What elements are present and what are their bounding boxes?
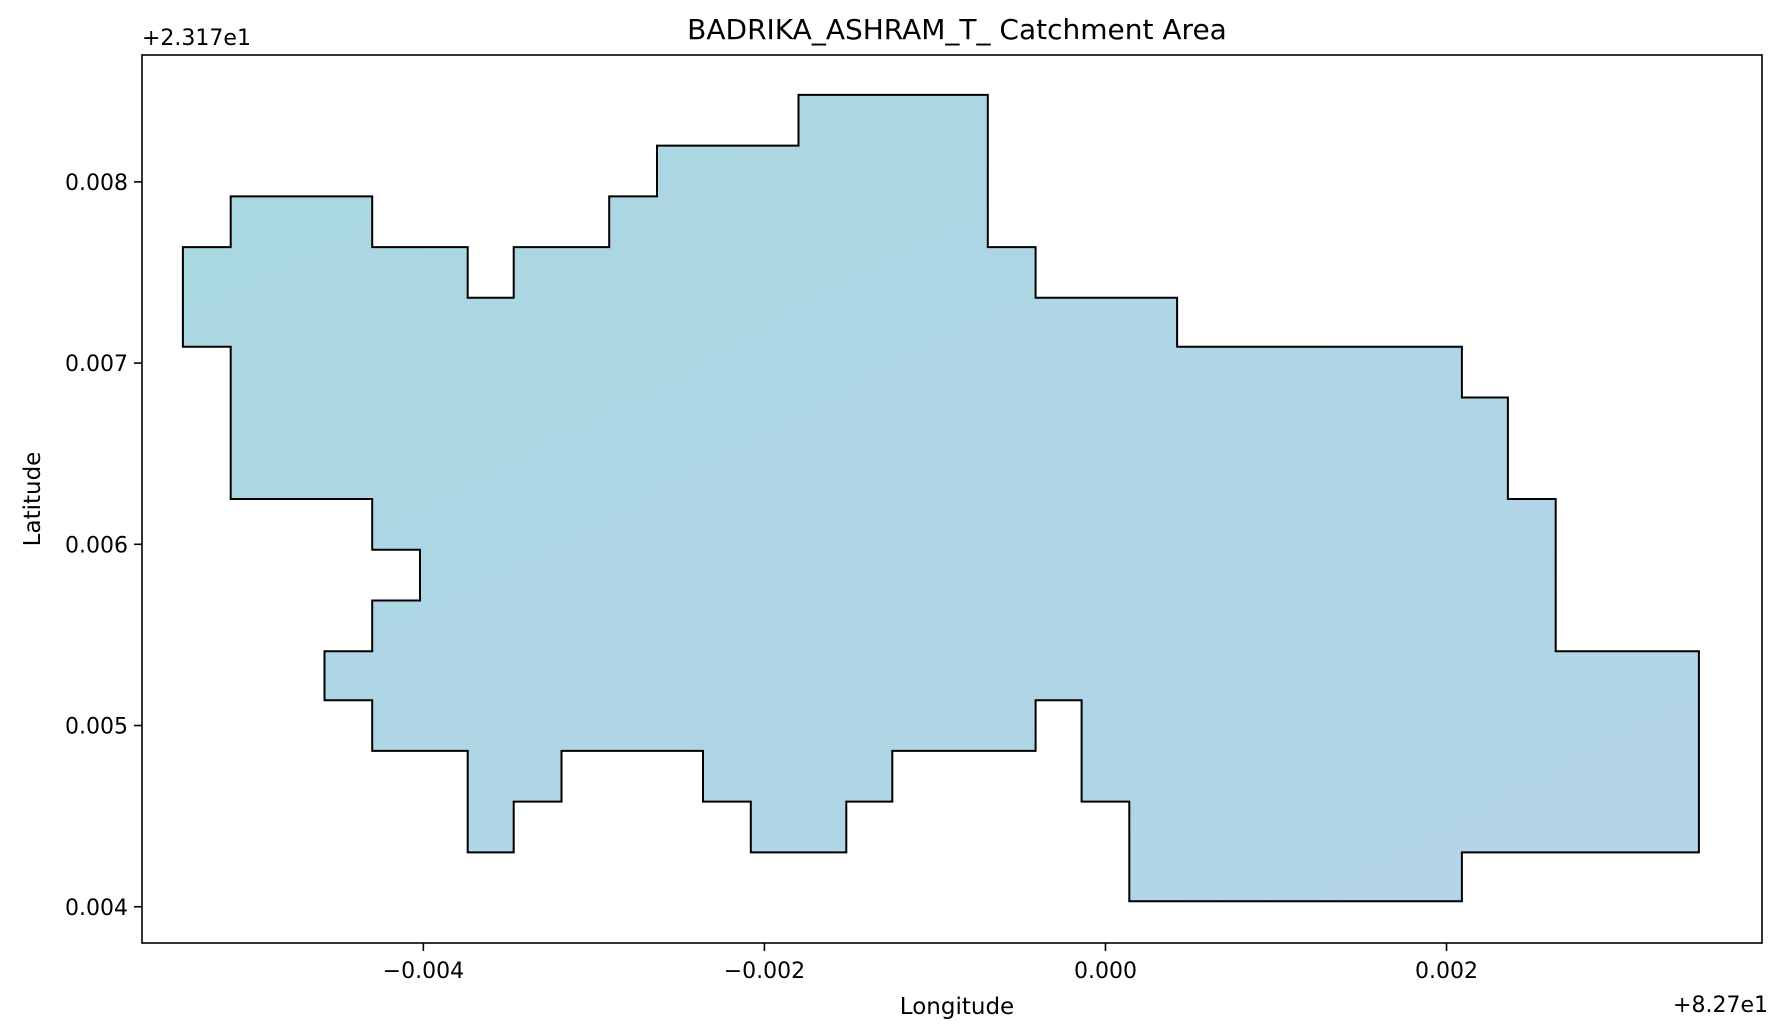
x-tick-label: 0.002 [1415, 959, 1478, 984]
y-tick-label: 0.008 [65, 171, 128, 196]
y-tick-label: 0.007 [65, 352, 128, 377]
x-axis-ticks: −0.004 −0.002 0.000 0.002 [383, 943, 1478, 984]
chart-title: BADRIKA_ASHRAM_T_ Catchment Area [687, 13, 1227, 46]
x-tick-label: −0.002 [724, 959, 805, 984]
x-axis-label: Longitude [900, 994, 1014, 1020]
y-axis-label: Latitude [20, 452, 46, 547]
y-tick-label: 0.004 [65, 896, 128, 921]
y-axis-ticks: 0.004 0.005 0.006 0.007 0.008 [65, 171, 142, 921]
y-tick-label: 0.006 [65, 533, 128, 558]
x-offset-label: +8.27e1 [1673, 993, 1768, 1018]
x-tick-label: −0.004 [383, 959, 464, 984]
x-tick-label: 0.000 [1074, 959, 1137, 984]
plot-frame [141, 54, 1763, 944]
y-offset-label: +2.317e1 [142, 26, 251, 51]
catchment-polygon [181, 93, 1700, 903]
y-tick-label: 0.005 [65, 715, 128, 740]
